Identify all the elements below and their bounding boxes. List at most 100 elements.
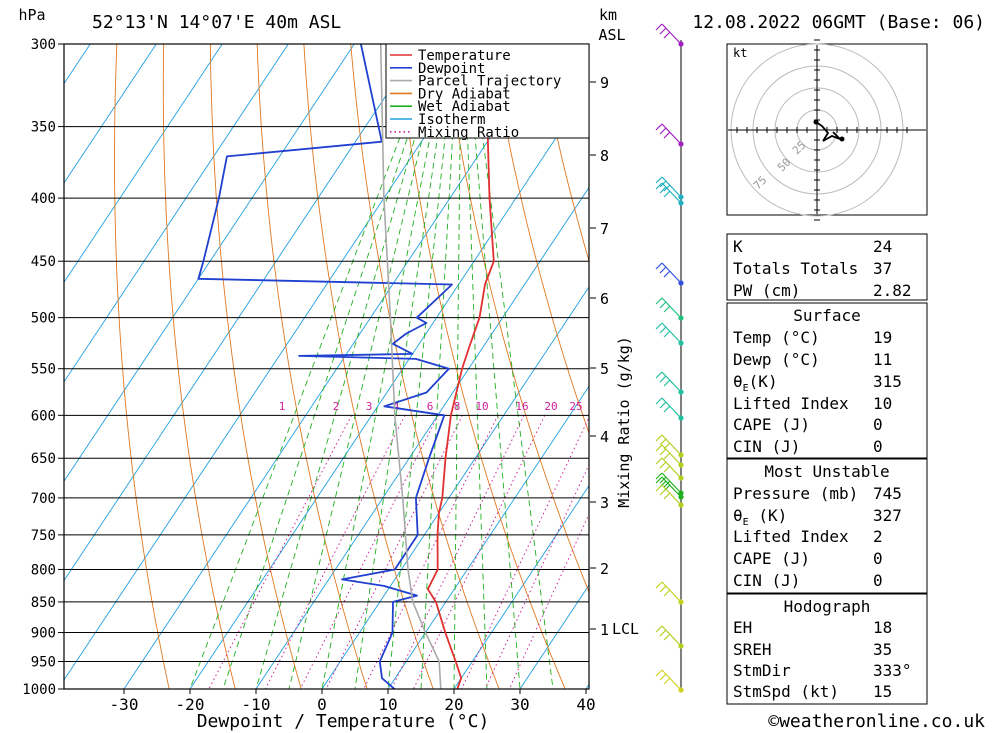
wind-barb-flag — [655, 123, 663, 131]
mu-title: Most Unstable — [764, 462, 890, 481]
wind-barb-flag — [663, 305, 671, 313]
eh-value: 18 — [873, 618, 893, 637]
wind-barb-flag — [663, 677, 671, 685]
k-label: K — [733, 237, 743, 256]
wind-barb-flag — [655, 472, 663, 480]
hpa-unit-label: hPa — [18, 6, 45, 24]
mixing-ratio-axis-label: Mixing Ratio (g/kg) — [615, 336, 633, 508]
thetae-label: θE(K) — [733, 372, 778, 395]
mixing-ratio-label: 2 — [333, 400, 340, 413]
surface-box — [726, 302, 928, 459]
wind-barb-flag — [655, 581, 663, 589]
sreh-value: 35 — [873, 640, 893, 659]
wind-barb-flag — [659, 629, 667, 637]
wind-barb — [655, 397, 684, 421]
wind-barb-shaft — [661, 176, 682, 198]
pressure-tick-label: 800 — [31, 562, 56, 578]
wet-adiabat-line — [387, 44, 456, 689]
km-tick-label: 6 — [600, 290, 609, 308]
hodograph-unit-label: kt — [733, 46, 747, 60]
mu-cape-value: 0 — [873, 549, 883, 568]
wind-barb — [655, 262, 684, 286]
parcel-trajectory-profile — [379, 44, 442, 689]
wind-barb-flag — [655, 23, 663, 31]
km-tick-label: 7 — [600, 220, 609, 238]
wind-barb-shaft — [661, 476, 682, 498]
wind-barb-flag — [663, 131, 671, 139]
wind-barb-shaft — [661, 625, 682, 647]
wind-barb-shaft — [661, 484, 682, 506]
wind-barb-shaft — [661, 23, 682, 45]
wind-barb — [655, 182, 684, 206]
km-tick-label: 2 — [600, 560, 609, 578]
pressure-tick-label: 950 — [31, 655, 56, 671]
mu-cin-value: 0 — [873, 571, 883, 590]
datetime-title: 12.08.2022 06GMT (Base: 06) — [692, 12, 985, 33]
temperature-profile — [427, 44, 498, 689]
wind-barb — [655, 444, 684, 468]
legend-label: Isotherm — [418, 112, 485, 128]
stmspd-value: 15 — [873, 682, 893, 701]
wet-adiabat-line — [470, 44, 554, 689]
pressure-tick-label: 1000 — [22, 682, 56, 698]
asl-label: ASL — [598, 26, 625, 44]
legend-label: Mixing Ratio — [418, 125, 519, 141]
wind-barb-flag — [659, 301, 667, 309]
temperature-tick-label: 0 — [317, 695, 327, 714]
mu-pressure-value: 745 — [873, 484, 902, 503]
mixing-ratio-label: 3 — [366, 400, 373, 413]
isotherm-line — [321, 286, 589, 689]
tt-label: Totals Totals — [733, 259, 859, 278]
wind-barb-shaft — [661, 322, 682, 344]
stmdir-label: StmDir — [733, 661, 791, 680]
wind-barb — [655, 484, 684, 508]
wind-barb-flag — [659, 488, 667, 496]
wind-barb-flag — [663, 480, 671, 488]
wind-barb-flag — [659, 266, 667, 274]
wind-barb-flag — [663, 330, 671, 338]
wind-barb-flag — [659, 448, 667, 456]
location-title: 52°13'N 14°07'E 40m ASL — [92, 12, 341, 33]
isotherm-line — [64, 44, 487, 681]
hodograph-point — [839, 136, 845, 142]
mixing-ratio-line — [208, 415, 353, 689]
wind-barb-shaft — [661, 581, 682, 603]
wind-barb-flag — [663, 589, 671, 597]
wind-barb-flag — [659, 375, 667, 383]
mixing-ratio-label: 8 — [454, 400, 461, 413]
wind-barb — [655, 123, 684, 147]
isotherm-line — [123, 44, 553, 689]
li-label: Lifted Index — [733, 394, 849, 413]
legend-label: Dry Adiabat — [418, 86, 511, 102]
stmspd-label: StmSpd (kt) — [733, 682, 839, 701]
pressure-tick-label: 450 — [31, 254, 56, 270]
isotherm-line — [64, 44, 157, 184]
wind-barb-shaft — [661, 457, 682, 479]
km-tick-label: 9 — [600, 74, 609, 92]
surface-title: Surface — [793, 306, 861, 325]
wind-barb-flag — [655, 625, 663, 633]
pressure-tick-label: 700 — [31, 491, 56, 507]
pressure-tick-label: 750 — [31, 528, 56, 544]
wind-barb-flag — [663, 633, 671, 641]
wind-barb-flag — [663, 31, 671, 39]
wind-barb-shaft — [661, 371, 682, 393]
pressure-tick-label: 850 — [31, 595, 56, 611]
wet-adiabat-line — [222, 44, 440, 689]
mixing-ratio-line — [264, 415, 406, 689]
wind-barb-flag — [655, 371, 663, 379]
mu-thetae-label: θE (K) — [733, 506, 788, 529]
wind-barb-flag — [655, 476, 663, 484]
wind-barb-flag — [659, 585, 667, 593]
temperature-tick-label: 20 — [444, 695, 463, 714]
lcl-label: LCL — [612, 620, 639, 638]
plot-frame — [63, 43, 590, 690]
isotherm-line — [255, 186, 589, 689]
mixing-ratio-line — [461, 416, 589, 689]
pressure-tick-label: 900 — [31, 626, 56, 642]
wind-barb — [655, 625, 684, 649]
wind-barb-flag — [655, 297, 663, 305]
wind-barb-shaft — [661, 434, 682, 456]
km-tick-label: 4 — [600, 428, 609, 446]
